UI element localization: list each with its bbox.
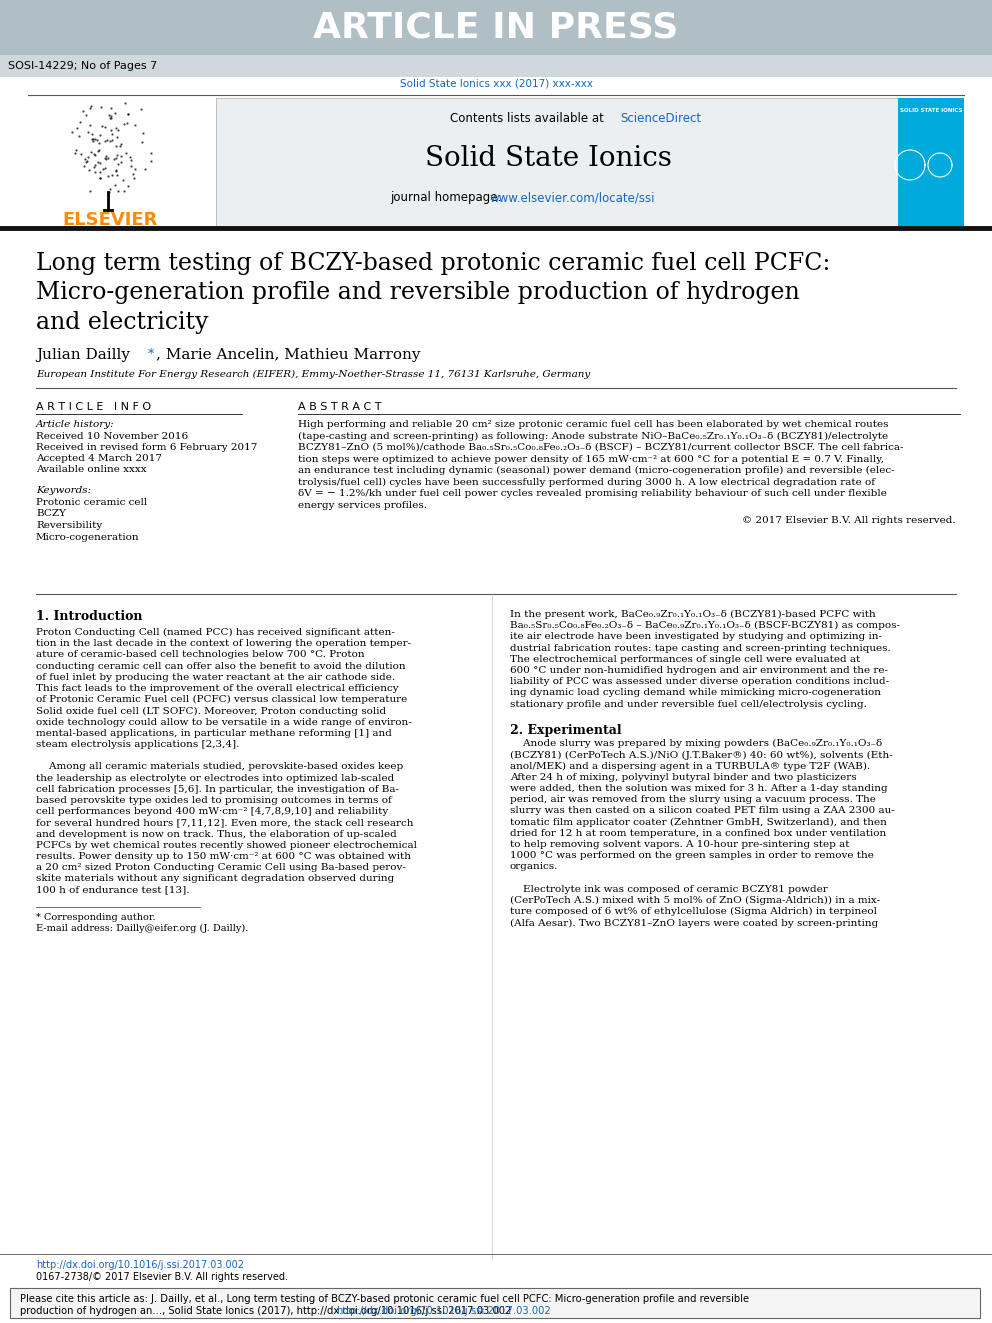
Text: mental-based applications, in particular methane reforming [1] and: mental-based applications, in particular…: [36, 729, 392, 738]
Text: (Alfa Aesar). Two BCZY81–ZnO layers were coated by screen-printing: (Alfa Aesar). Two BCZY81–ZnO layers were…: [510, 918, 878, 927]
Text: Reversibility: Reversibility: [36, 521, 102, 531]
Text: ture composed of 6 wt% of ethylcellulose (Sigma Aldrich) in terpineol: ture composed of 6 wt% of ethylcellulose…: [510, 908, 877, 917]
Text: * Corresponding author.: * Corresponding author.: [36, 913, 156, 922]
Text: were added, then the solution was mixed for 3 h. After a 1-day standing: were added, then the solution was mixed …: [510, 785, 888, 792]
Text: (tape-casting and screen-printing) as following: Anode substrate NiO–BaCe₀.₅Zr₀.: (tape-casting and screen-printing) as fo…: [298, 431, 888, 441]
Text: BCZY: BCZY: [36, 509, 66, 519]
Text: High performing and reliable 20 cm² size protonic ceramic fuel cell has been ela: High performing and reliable 20 cm² size…: [298, 419, 889, 429]
Text: Accepted 4 March 2017: Accepted 4 March 2017: [36, 454, 162, 463]
Text: www.elsevier.com/locate/ssi: www.elsevier.com/locate/ssi: [490, 192, 656, 205]
Text: European Institute For Energy Research (EIFER), Emmy-Noether-Strasse 11, 76131 K: European Institute For Energy Research (…: [36, 370, 590, 380]
Text: cell performances beyond 400 mW·cm⁻² [4,7,8,9,10] and reliability: cell performances beyond 400 mW·cm⁻² [4,…: [36, 807, 388, 816]
Text: dustrial fabrication routes: tape casting and screen-printing techniques.: dustrial fabrication routes: tape castin…: [510, 643, 891, 652]
Text: Among all ceramic materials studied, perovskite-based oxides keep: Among all ceramic materials studied, per…: [36, 762, 404, 771]
Text: Protonic ceramic cell: Protonic ceramic cell: [36, 497, 147, 507]
Text: BCZY81–ZnO (5 mol%)/cathode Ba₀.₅Sr₀.₅Co₀.₈Fe₀.₂O₃₋δ (BSCF) – BCZY81/current col: BCZY81–ZnO (5 mol%)/cathode Ba₀.₅Sr₀.₅Co…: [298, 443, 904, 452]
Text: SOSI-14229; No of Pages 7: SOSI-14229; No of Pages 7: [8, 61, 158, 71]
Text: © 2017 Elsevier B.V. All rights reserved.: © 2017 Elsevier B.V. All rights reserved…: [742, 516, 956, 525]
Text: The electrochemical performances of single cell were evaluated at: The electrochemical performances of sing…: [510, 655, 860, 664]
Bar: [28, 98, 898, 226]
Text: E-mail address: Dailly@eifer.org (J. Dailly).: E-mail address: Dailly@eifer.org (J. Dai…: [36, 923, 248, 933]
Text: Solid State Ionics: Solid State Ionics: [425, 144, 672, 172]
Text: Contents lists available at: Contents lists available at: [450, 111, 608, 124]
Text: *: *: [148, 348, 154, 361]
Text: Keywords:: Keywords:: [36, 486, 91, 495]
Text: This fact leads to the improvement of the overall electrical efficiency: This fact leads to the improvement of th…: [36, 684, 399, 693]
Text: skite materials without any significant degradation observed during: skite materials without any significant …: [36, 875, 394, 884]
Text: of fuel inlet by producing the water reactant at the air cathode side.: of fuel inlet by producing the water rea…: [36, 673, 395, 681]
Text: conducting ceramic cell can offer also the benefit to avoid the dilution: conducting ceramic cell can offer also t…: [36, 662, 406, 671]
Text: Micro-cogeneration: Micro-cogeneration: [36, 532, 140, 541]
Text: energy services profiles.: energy services profiles.: [298, 500, 427, 509]
Text: the leadership as electrolyte or electrodes into optimized lab-scaled: the leadership as electrolyte or electro…: [36, 774, 394, 783]
Text: Solid oxide fuel cell (LT SOFC). Moreover, Proton conducting solid: Solid oxide fuel cell (LT SOFC). Moreove…: [36, 706, 386, 716]
Text: Received in revised form 6 February 2017: Received in revised form 6 February 2017: [36, 443, 257, 452]
Text: and development is now on track. Thus, the elaboration of up-scaled: and development is now on track. Thus, t…: [36, 830, 397, 839]
Text: 1000 °C was performed on the green samples in order to remove the: 1000 °C was performed on the green sampl…: [510, 851, 874, 860]
Text: to help removing solvent vapors. A 10-hour pre-sintering step at: to help removing solvent vapors. A 10-ho…: [510, 840, 849, 849]
Text: results. Power density up to 150 mW·cm⁻² at 600 °C was obtained with: results. Power density up to 150 mW·cm⁻²…: [36, 852, 411, 861]
FancyBboxPatch shape: [10, 1289, 980, 1318]
Text: δV = − 1.2%/kh under fuel cell power cycles revealed promising reliability behav: δV = − 1.2%/kh under fuel cell power cyc…: [298, 490, 887, 497]
Text: ARTICLE IN PRESS: ARTICLE IN PRESS: [313, 11, 679, 44]
Text: ScienceDirect: ScienceDirect: [620, 111, 701, 124]
Text: A R T I C L E   I N F O: A R T I C L E I N F O: [36, 402, 151, 411]
Text: journal homepage:: journal homepage:: [390, 192, 505, 205]
Bar: [0, 56, 992, 77]
Text: a 20 cm² sized Proton Conducting Ceramic Cell using Ba-based perov-: a 20 cm² sized Proton Conducting Ceramic…: [36, 863, 406, 872]
Text: steam electrolysis applications [2,3,4].: steam electrolysis applications [2,3,4].: [36, 740, 239, 749]
Text: Julian Dailly: Julian Dailly: [36, 348, 135, 363]
Text: (BCZY81) (CerPoTech A.S.)/NiO (J.T.Baker®) 40: 60 wt%), solvents (Eth-: (BCZY81) (CerPoTech A.S.)/NiO (J.T.Baker…: [510, 750, 893, 759]
Text: Long term testing of BCZY-based protonic ceramic fuel cell PCFC:
Micro-generatio: Long term testing of BCZY-based protonic…: [36, 251, 830, 333]
Text: ite air electrode have been investigated by studying and optimizing in-: ite air electrode have been investigated…: [510, 632, 882, 642]
Text: liability of PCC was assessed under diverse operation conditions includ-: liability of PCC was assessed under dive…: [510, 677, 889, 687]
Text: ing dynamic load cycling demand while mimicking micro-cogeneration: ing dynamic load cycling demand while mi…: [510, 688, 881, 697]
Text: organics.: organics.: [510, 863, 558, 872]
Text: period, air was removed from the slurry using a vacuum process. The: period, air was removed from the slurry …: [510, 795, 876, 804]
Text: 2. Experimental: 2. Experimental: [510, 724, 622, 737]
Text: 600 °C under non-humidified hydrogen and air environment and the re-: 600 °C under non-humidified hydrogen and…: [510, 665, 888, 675]
Text: stationary profile and under reversible fuel cell/electrolysis cycling.: stationary profile and under reversible …: [510, 700, 867, 709]
Text: Available online xxxx: Available online xxxx: [36, 464, 147, 474]
Text: Received 10 November 2016: Received 10 November 2016: [36, 433, 188, 441]
Text: 1. Introduction: 1. Introduction: [36, 610, 143, 623]
Text: ELSEVIER: ELSEVIER: [62, 210, 158, 229]
Text: based perovskite type oxides led to promising outcomes in terms of: based perovskite type oxides led to prom…: [36, 796, 392, 804]
Text: ature of ceramic-based cell technologies below 700 °C. Proton: ature of ceramic-based cell technologies…: [36, 651, 365, 659]
Text: tion in the last decade in the context of lowering the operation temper-: tion in the last decade in the context o…: [36, 639, 411, 648]
Text: of Protonic Ceramic Fuel cell (PCFC) versus classical low temperature: of Protonic Ceramic Fuel cell (PCFC) ver…: [36, 695, 408, 704]
Bar: [898, 98, 964, 226]
Text: , Marie Ancelin, Mathieu Marrony: , Marie Ancelin, Mathieu Marrony: [156, 348, 421, 363]
Text: trolysis/fuel cell) cycles have been successfully performed during 3000 h. A low: trolysis/fuel cell) cycles have been suc…: [298, 478, 875, 487]
Bar: [28, 98, 216, 226]
Text: Anode slurry was prepared by mixing powders (BaCe₀.₉Zr₀.₁Y₀.₁O₃₋δ: Anode slurry was prepared by mixing powd…: [510, 740, 882, 749]
Text: In the present work, BaCe₀.₉Zr₀.₁Y₀.₁O₃₋δ (BCZY81)-based PCFC with: In the present work, BaCe₀.₉Zr₀.₁Y₀.₁O₃₋…: [510, 610, 876, 619]
Text: dried for 12 h at room temperature, in a confined box under ventilation: dried for 12 h at room temperature, in a…: [510, 828, 886, 837]
Text: http://dx.doi.org/10.1016/j.ssi.2017.03.002: http://dx.doi.org/10.1016/j.ssi.2017.03.…: [36, 1259, 244, 1270]
Text: anol/MEK) and a dispersing agent in a TURBULA® type T2F (WAB).: anol/MEK) and a dispersing agent in a TU…: [510, 762, 870, 771]
Text: After 24 h of mixing, polyvinyl butyral binder and two plasticizers: After 24 h of mixing, polyvinyl butyral …: [510, 773, 857, 782]
Text: (CerPoTech A.S.) mixed with 5 mol% of ZnO (Sigma-Aldrich)) in a mix-: (CerPoTech A.S.) mixed with 5 mol% of Zn…: [510, 896, 880, 905]
Text: Solid State Ionics xxx (2017) xxx-xxx: Solid State Ionics xxx (2017) xxx-xxx: [400, 79, 592, 89]
Text: 100 h of endurance test [13].: 100 h of endurance test [13].: [36, 885, 189, 894]
Text: Electrolyte ink was composed of ceramic BCZY81 powder: Electrolyte ink was composed of ceramic …: [510, 885, 827, 894]
Text: SOLID STATE IONICS: SOLID STATE IONICS: [900, 108, 962, 112]
Text: PCFCs by wet chemical routes recently showed pioneer electrochemical: PCFCs by wet chemical routes recently sh…: [36, 841, 417, 849]
Text: an endurance test including dynamic (seasonal) power demand (micro-cogeneration : an endurance test including dynamic (sea…: [298, 466, 895, 475]
Text: tion steps were optimized to achieve power density of 165 mW·cm⁻² at 600 °C for : tion steps were optimized to achieve pow…: [298, 455, 884, 463]
Text: tomatic film applicator coater (Zehntner GmbH, Switzerland), and then: tomatic film applicator coater (Zehntner…: [510, 818, 887, 827]
Text: Article history:: Article history:: [36, 419, 115, 429]
Text: slurry was then casted on a silicon coated PET film using a ZAA 2300 au-: slurry was then casted on a silicon coat…: [510, 807, 895, 815]
Text: 0167-2738/© 2017 Elsevier B.V. All rights reserved.: 0167-2738/© 2017 Elsevier B.V. All right…: [36, 1271, 288, 1282]
Text: Proton Conducting Cell (named PCC) has received significant atten-: Proton Conducting Cell (named PCC) has r…: [36, 628, 395, 638]
Text: Please cite this article as: J. Dailly, et al., Long term testing of BCZY-based : Please cite this article as: J. Dailly, …: [20, 1294, 749, 1304]
Text: Ba₀.₅Sr₀.₅Co₀.₈Fe₀.₂O₃₋δ – BaCe₀.₉Zr₀.₁Y₀.₁O₃₋δ (BSCF-BCZY81) as compos-: Ba₀.₅Sr₀.₅Co₀.₈Fe₀.₂O₃₋δ – BaCe₀.₉Zr₀.₁Y…: [510, 622, 900, 630]
Text: for several hundred hours [7,11,12]. Even more, the stack cell research: for several hundred hours [7,11,12]. Eve…: [36, 819, 414, 827]
Text: cell fabrication processes [5,6]. In particular, the investigation of Ba-: cell fabrication processes [5,6]. In par…: [36, 785, 399, 794]
Text: http://dx.doi.org/10.1016/j.ssi.2017.03.002: http://dx.doi.org/10.1016/j.ssi.2017.03.…: [336, 1306, 551, 1316]
Text: oxide technology could allow to be versatile in a wide range of environ-: oxide technology could allow to be versa…: [36, 717, 412, 726]
Text: A B S T R A C T: A B S T R A C T: [298, 402, 382, 411]
Bar: [0, 0, 992, 56]
Text: production of hydrogen an..., Solid State Ionics (2017), http://dx.doi.org/10.10: production of hydrogen an..., Solid Stat…: [20, 1306, 511, 1316]
